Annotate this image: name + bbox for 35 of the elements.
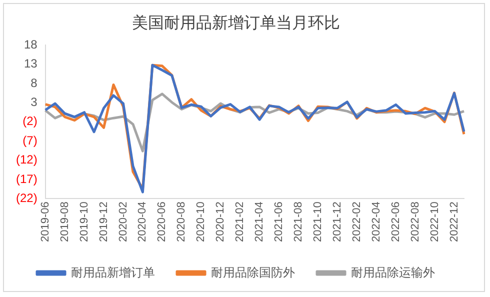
x-tick-label: 2020-10 bbox=[195, 202, 208, 242]
x-tick-label: 2021-04 bbox=[254, 202, 266, 242]
x-tick-label: 2022-02 bbox=[350, 202, 363, 242]
x-tick-label: 2020-06 bbox=[156, 202, 168, 242]
y-tick-label: (12) bbox=[16, 152, 38, 167]
y-tick-label: (2) bbox=[22, 114, 38, 128]
x-tick-label: 2020-12 bbox=[214, 202, 227, 242]
x-tick-label: 2021-08 bbox=[292, 202, 305, 242]
y-tick-label: 13 bbox=[24, 56, 38, 71]
x-tick-label: 2022-06 bbox=[390, 202, 402, 242]
x-tick-label: 2019-10 bbox=[78, 202, 90, 242]
y-tick-label: (7) bbox=[22, 133, 38, 148]
y-tick-label: 8 bbox=[30, 76, 38, 90]
y-tick-label: 18 bbox=[24, 38, 38, 52]
legend-label: 耐用品除运输外 bbox=[351, 265, 435, 280]
x-tick-label: 2022-10 bbox=[428, 202, 441, 242]
chart-title: 美国耐用品新增订单当月环比 bbox=[132, 14, 340, 32]
x-tick-label: 2021-06 bbox=[273, 202, 286, 242]
x-tick-label: 2020-04 bbox=[136, 202, 149, 242]
x-tick-label: 2020-02 bbox=[117, 202, 130, 242]
x-tick-label: 2019-06 bbox=[39, 202, 52, 242]
x-tick-label: 2022-04 bbox=[370, 202, 382, 242]
y-tick-label: (22) bbox=[16, 190, 38, 205]
legend-label: 耐用品新增订单 bbox=[71, 265, 155, 280]
x-tick-label: 2022-12 bbox=[448, 202, 460, 242]
x-tick-label: 2021-02 bbox=[234, 202, 246, 242]
y-tick-label: (17) bbox=[16, 172, 38, 186]
x-tick-label: 2020-08 bbox=[176, 202, 188, 242]
x-tick-label: 2022-08 bbox=[409, 202, 422, 242]
y-tick-label: 3 bbox=[30, 95, 38, 110]
x-tick-label: 2019-08 bbox=[58, 202, 71, 242]
legend-label: 耐用品除国防外 bbox=[211, 265, 295, 280]
x-tick-label: 2021-12 bbox=[331, 202, 344, 242]
x-tick-label: 2019-12 bbox=[98, 202, 110, 242]
x-tick-label: 2021-10 bbox=[312, 202, 324, 242]
